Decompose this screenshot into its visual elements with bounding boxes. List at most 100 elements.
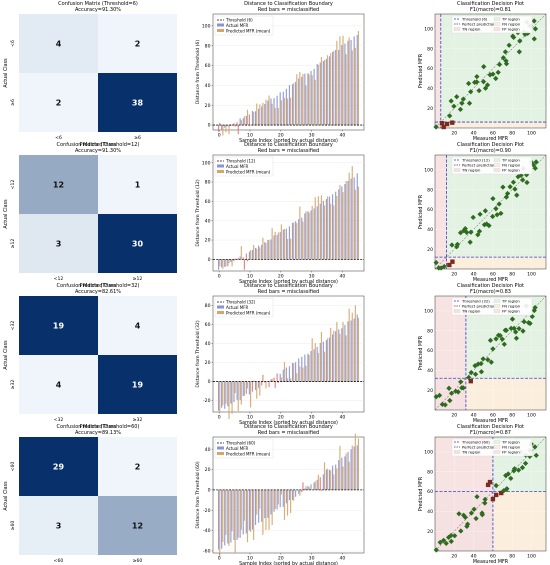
- dist-xtick: 40: [339, 133, 345, 139]
- pred-bar: [225, 259, 227, 267]
- dec-xtick: 100: [527, 554, 536, 560]
- dec-ytick: 20: [427, 388, 433, 394]
- cm-value: 1: [135, 181, 141, 190]
- dec-legend-label: TP region: [501, 17, 520, 22]
- actual-bar: [304, 488, 306, 490]
- correct-marker: [503, 61, 510, 67]
- pred-bar: [274, 107, 276, 126]
- actual-bar: [282, 489, 284, 507]
- dist-legend-label: Predicted MFR (mean): [226, 311, 271, 316]
- correct-marker: [532, 26, 539, 32]
- actual-bar: [328, 56, 331, 126]
- pred-bar: [317, 64, 319, 126]
- actual-bar: [254, 111, 257, 126]
- actual-bar: [258, 489, 260, 523]
- actual-bar: [236, 381, 238, 400]
- dec-ytick: 80: [427, 328, 433, 334]
- actual-bar: [301, 489, 303, 493]
- dist-ytick: 80: [205, 43, 211, 49]
- correct-marker: [525, 320, 532, 326]
- dec-ytick: 20: [427, 247, 433, 253]
- correct-marker: [460, 96, 466, 102]
- dist-ytick: 20: [205, 467, 211, 473]
- actual-bar: [316, 346, 318, 382]
- cm-cell: [19, 296, 98, 355]
- correct-marker: [531, 18, 537, 24]
- cm-xlabel: Predicted Class: [80, 424, 117, 430]
- actual-bar: [245, 253, 247, 260]
- pred-bar: [240, 120, 242, 126]
- dec-ylabel: Predicted MFR: [418, 476, 424, 511]
- cm-cell: [19, 73, 98, 132]
- correct-marker: [476, 87, 482, 94]
- correct-marker: [468, 369, 474, 376]
- actual-bar: [279, 373, 281, 382]
- actual-bar: [221, 125, 223, 130]
- actual-bar: [251, 250, 254, 260]
- actual-bar: [298, 489, 300, 494]
- dist-xtick: 10: [247, 415, 253, 421]
- correct-marker: [442, 402, 448, 408]
- actual-bar: [261, 381, 263, 386]
- pred-bar: [323, 462, 326, 490]
- dec-ytick: 40: [427, 86, 433, 92]
- correct-marker: [496, 61, 503, 68]
- actual-bar: [264, 104, 266, 126]
- pred-bar: [357, 317, 360, 382]
- cm-cell: [98, 437, 177, 496]
- correct-marker: [511, 466, 518, 472]
- dec-legend-swatch: [453, 168, 461, 172]
- dec-legend-swatch: [493, 304, 501, 308]
- pred-bar: [302, 367, 304, 382]
- pred-bar: [231, 489, 233, 532]
- cm-cell: [98, 155, 177, 214]
- actual-bar: [264, 381, 266, 383]
- cm-value: 12: [132, 522, 143, 531]
- pred-bar: [354, 305, 356, 382]
- dec-subtitle: F1(macro)=0.87: [470, 430, 511, 436]
- row-3: Confusion Matrix (Threshold=60)Accuracy=…: [3, 424, 547, 565]
- actual-bar: [245, 381, 247, 394]
- pred-bar: [234, 125, 236, 127]
- dist-legend-label: Actual MFR: [226, 23, 249, 28]
- dist-legend-label: Actual MFR: [226, 305, 249, 310]
- actual-bar: [338, 329, 340, 382]
- dec-ytick: 20: [427, 529, 433, 535]
- dist-xtick: 30: [309, 556, 315, 562]
- dec-ylabel: Predicted MFR: [418, 53, 424, 88]
- actual-bar: [350, 39, 352, 126]
- pred-bar: [243, 489, 245, 521]
- cm-ytick: <32: [10, 321, 16, 331]
- pred-bar: [342, 192, 344, 260]
- correct-marker: [501, 341, 507, 347]
- correct-marker: [496, 201, 502, 207]
- dist-ytick: 60: [205, 322, 211, 328]
- pred-bar: [305, 486, 307, 490]
- pred-bar: [280, 224, 282, 260]
- pred-bar: [330, 470, 332, 490]
- fn-region: [446, 257, 546, 269]
- correct-marker: [520, 328, 526, 334]
- actual-bar: [328, 469, 331, 490]
- dist-xlabel: Sample Index (sorted by actual distance): [239, 420, 338, 426]
- dist-legend-label: Threshold (6): [225, 18, 253, 23]
- pred-bar: [333, 205, 335, 260]
- actual-bar: [242, 257, 244, 260]
- correct-marker: [468, 510, 475, 516]
- correct-marker: [503, 486, 509, 493]
- pred-bar: [253, 111, 255, 126]
- legend-actual-swatch: [217, 23, 224, 27]
- actual-bar: [344, 325, 346, 382]
- misclassified-marker: [444, 121, 450, 127]
- dec-legend-swatch: [493, 158, 501, 162]
- actual-bar: [270, 98, 272, 126]
- dist-ytick: 0: [208, 379, 211, 385]
- actual-bar: [251, 110, 254, 126]
- pred-bar: [243, 381, 245, 396]
- pred-bar: [357, 186, 360, 260]
- actual-bar: [356, 35, 358, 126]
- actual-bar: [298, 78, 300, 126]
- pred-bar: [246, 381, 249, 389]
- actual-bar: [261, 106, 263, 126]
- dec-legend-swatch: [493, 168, 501, 172]
